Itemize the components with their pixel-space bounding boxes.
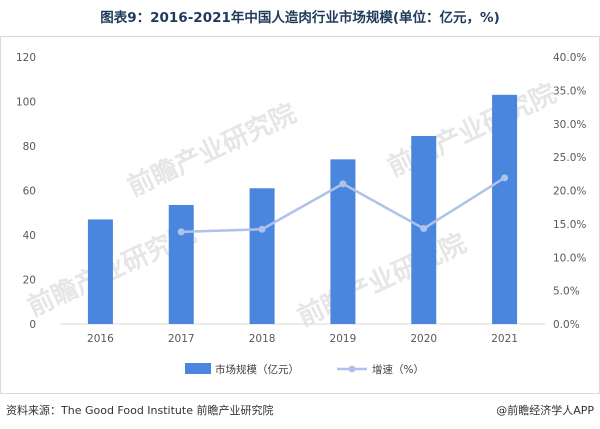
right-axis-tick-label: 10.0%	[553, 252, 586, 264]
right-axis-tick-label: 15.0%	[553, 219, 586, 231]
growth-point	[420, 225, 428, 233]
credit-note: @前瞻经济学人APP	[496, 404, 594, 417]
left-axis-tick-label: 60	[23, 186, 36, 198]
growth-point	[177, 228, 185, 236]
left-axis-tick-label: 100	[16, 97, 36, 109]
x-axis-tick-label: 2016	[87, 333, 114, 345]
growth-point	[258, 225, 266, 233]
bar	[492, 94, 518, 324]
legend-line-label: 增速（%）	[372, 363, 424, 376]
left-axis-tick-label: 40	[23, 230, 36, 242]
chart-title: 图表9：2016-2021年中国人造肉行业市场规模(单位：亿元，%)	[100, 10, 500, 26]
bar	[87, 219, 113, 324]
legend-line-marker	[348, 365, 356, 373]
right-axis-tick-label: 35.0%	[553, 85, 586, 97]
growth-point	[501, 174, 509, 182]
left-axis-tick-label: 80	[23, 141, 36, 153]
bar	[168, 204, 194, 324]
right-axis-tick-label: 30.0%	[553, 119, 586, 131]
combo-chart: 0 20 40 60 80 100 120 0.0% 5.0% 10.0% 15.0% 20.0% 25…	[16, 52, 586, 376]
x-axis-tick-label: 2017	[168, 333, 195, 345]
x-axis-tick-label: 2018	[249, 333, 276, 345]
x-axis-tick-label: 2019	[330, 333, 357, 345]
right-axis-tick-label: 0.0%	[553, 319, 580, 331]
right-axis-tick-label: 25.0%	[553, 152, 586, 164]
x-axis-tick-label: 2020	[410, 333, 437, 345]
left-axis-tick-label: 20	[23, 275, 36, 287]
right-axis-tick-label: 20.0%	[553, 186, 586, 198]
right-axis-tick-label: 5.0%	[553, 286, 580, 298]
legend-bar-swatch	[185, 363, 211, 374]
left-axis-tick-label: 0	[29, 319, 36, 331]
left-axis-tick-label: 120	[16, 52, 36, 64]
right-axis-tick-label: 40.0%	[553, 52, 586, 64]
bar	[249, 188, 275, 324]
x-axis-tick-label: 2021	[491, 333, 518, 345]
legend-bar-label: 市场规模（亿元）	[215, 363, 299, 376]
source-note: 资料来源：The Good Food Institute 前瞻产业研究院	[6, 404, 274, 417]
growth-point	[339, 180, 347, 188]
